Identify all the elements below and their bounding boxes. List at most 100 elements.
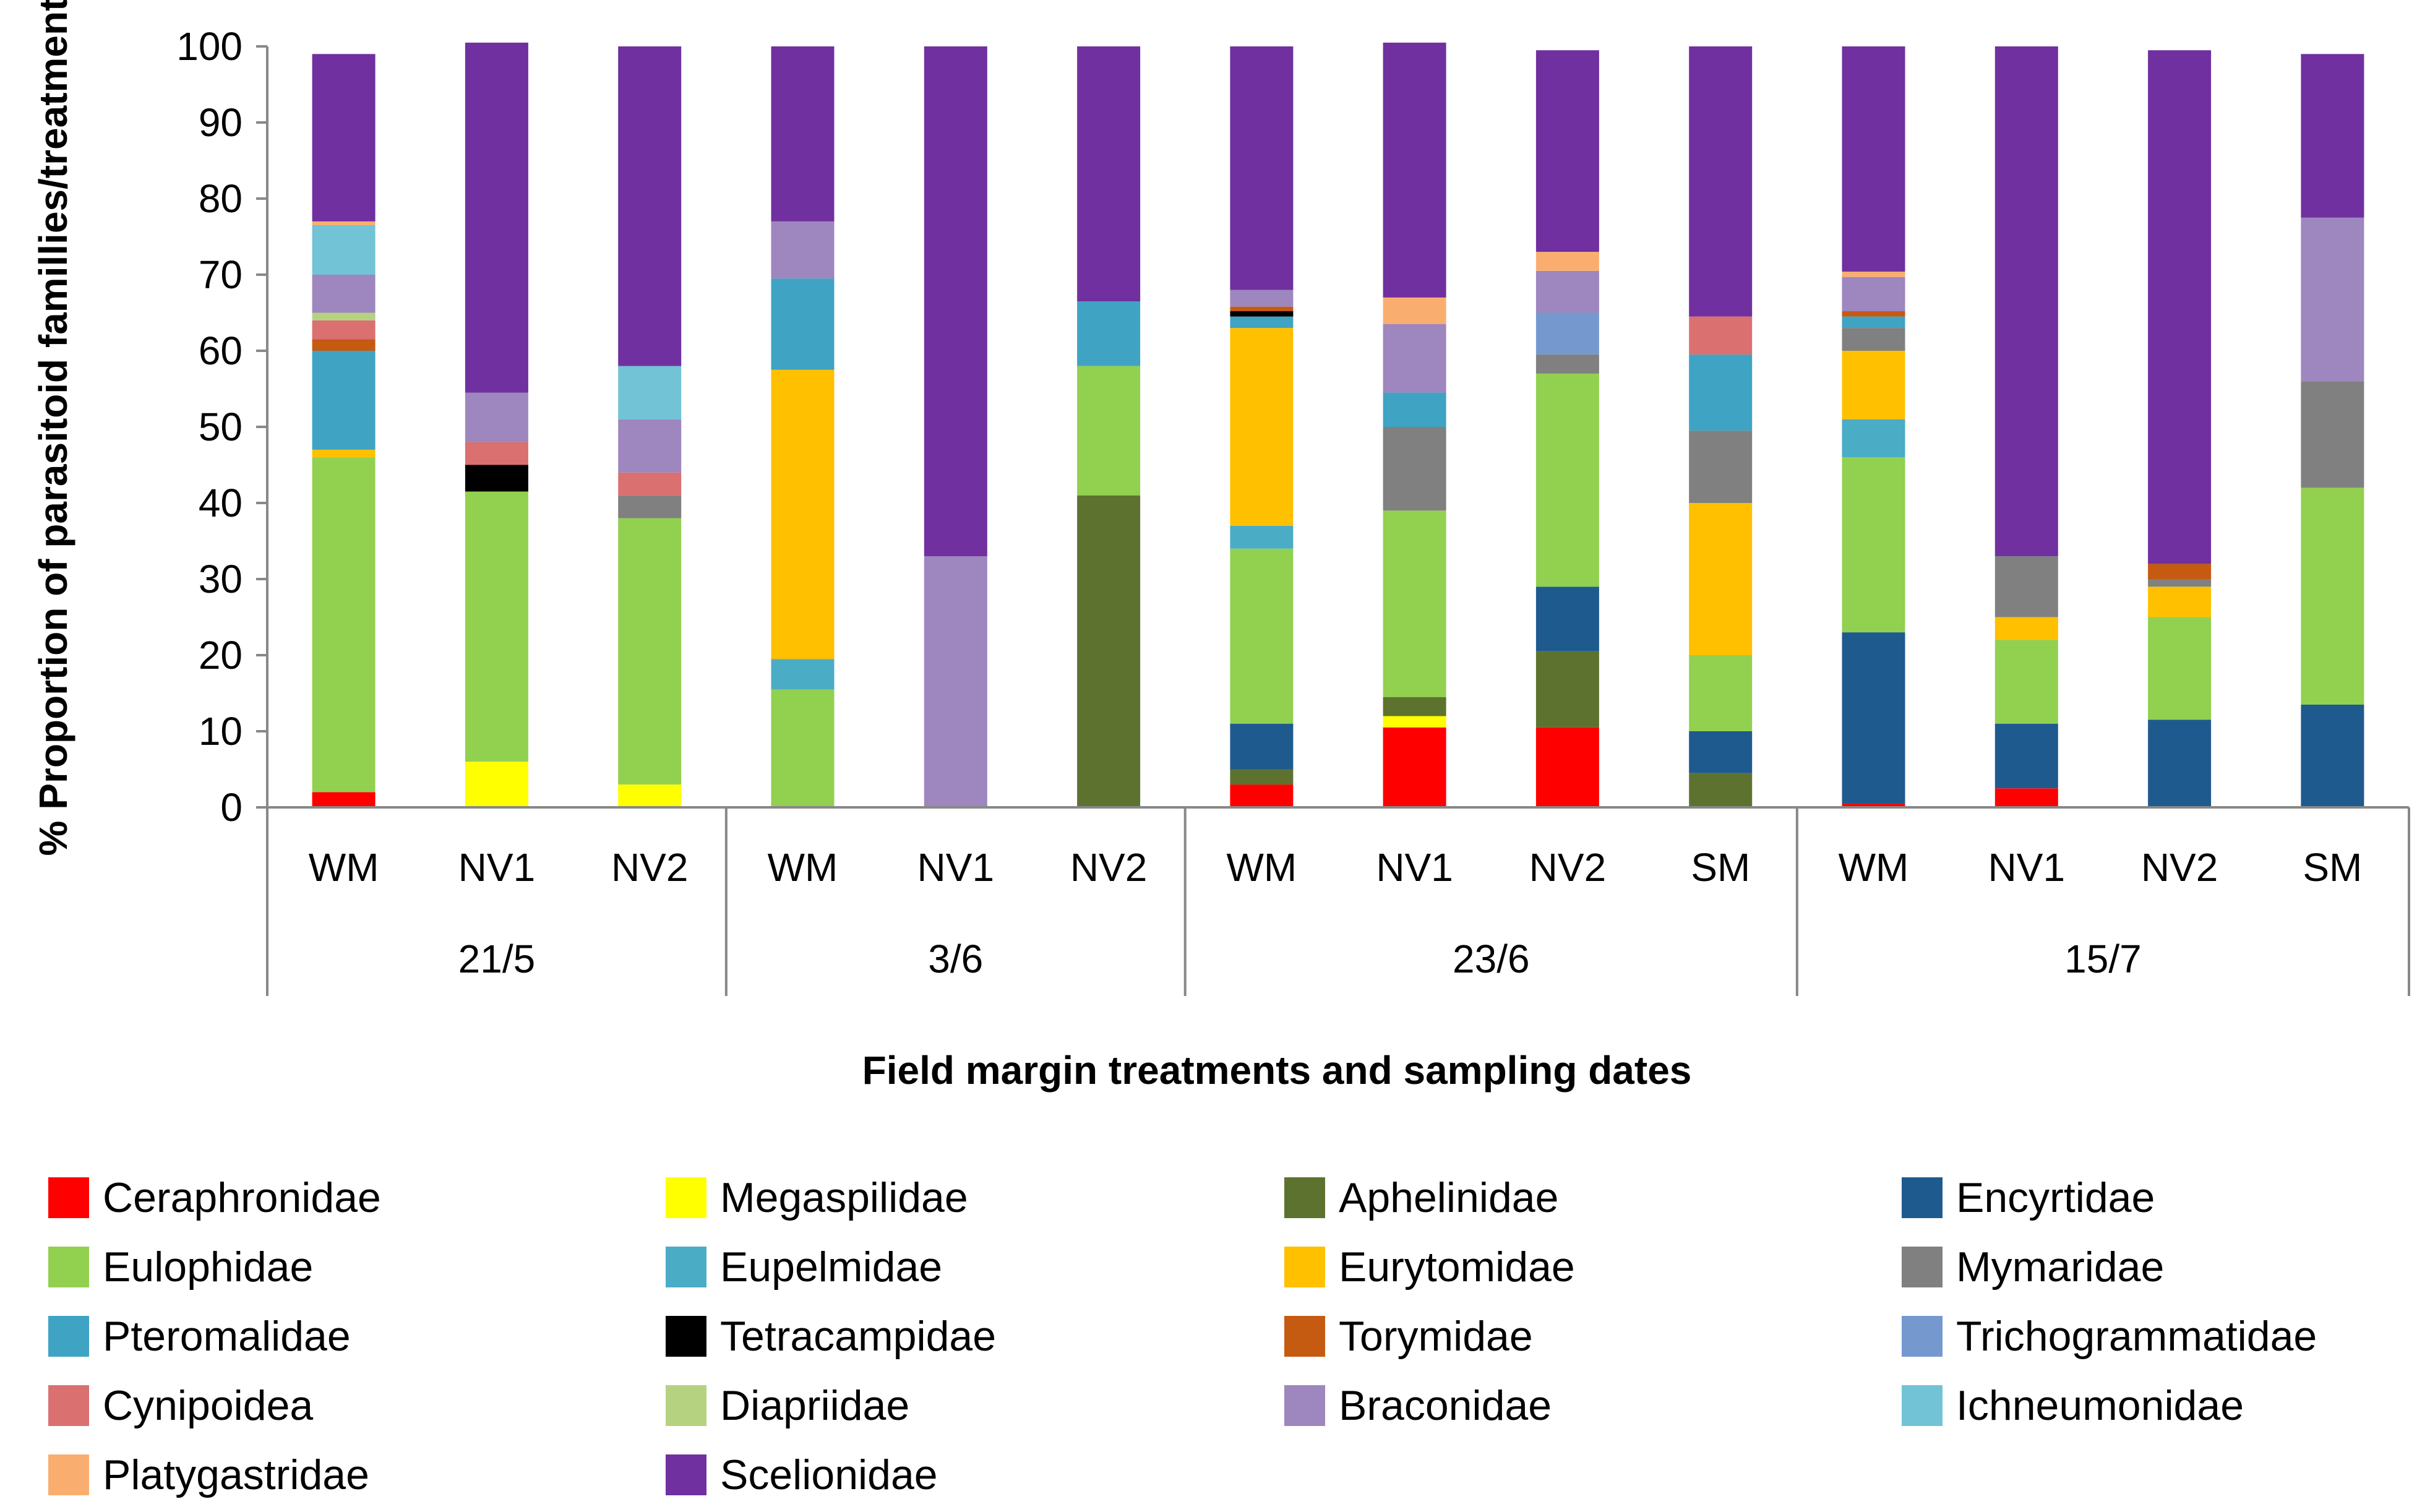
- bar-segment-braconidae: [1230, 290, 1294, 307]
- bar-segment-eurytomidae: [1230, 328, 1294, 526]
- bar-segment-scelionidae: [618, 46, 682, 366]
- bar-segment-braconidae: [312, 275, 376, 313]
- bar-segment-eulophidae: [1383, 510, 1446, 697]
- bar-segment-aphelinidae: [1230, 769, 1294, 785]
- legend-item: Megaspilidae: [666, 1174, 968, 1221]
- legend-swatch: [1902, 1316, 1943, 1357]
- legend-swatch: [666, 1177, 706, 1218]
- bars-layer: [312, 42, 2364, 808]
- legend-item: Braconidae: [1284, 1382, 1552, 1429]
- legend-item: Mymaridae: [1902, 1244, 2164, 1291]
- legend-label: Mymaridae: [1956, 1244, 2164, 1291]
- legend-swatch: [48, 1316, 89, 1357]
- bar-segment-braconidae: [924, 556, 987, 807]
- legend: Ceraphronidae Megaspilidae Aphelinidae Ency…: [48, 1174, 2317, 1498]
- x-tick-label: SM: [1691, 845, 1750, 890]
- bar-segment-tetracampidae: [1230, 311, 1294, 317]
- bar-segment-ceraphronidae: [1842, 803, 1905, 807]
- bar-segment-scelionidae: [924, 46, 987, 557]
- bar-segment-scelionidae: [1535, 50, 1599, 252]
- legend-item: Pteromalidae: [48, 1313, 351, 1360]
- y-axis-label: % Proportion of parasitoid famillies/tre…: [31, 0, 75, 856]
- bar-segment-pteromalidae: [312, 351, 376, 450]
- bar-segment-eupelmidae: [771, 659, 835, 690]
- bar-segment-eulophidae: [465, 491, 528, 762]
- bar-stack-12: [1994, 46, 2058, 808]
- bar-segment-scelionidae: [2148, 50, 2212, 564]
- bar-segment-eulophidae: [1689, 655, 1753, 731]
- bar-segment-eulophidae: [2301, 488, 2364, 705]
- x-tick-label: WM: [768, 845, 838, 890]
- legend-item: Eupelmidae: [666, 1244, 942, 1291]
- bar-segment-eulophidae: [771, 689, 835, 807]
- bar-stack-13: [2148, 50, 2212, 807]
- x-tick-label: SM: [2303, 845, 2362, 890]
- bar-stack-14: [2301, 54, 2364, 807]
- legend-label: Aphelinidae: [1339, 1174, 1558, 1221]
- bar-segment-eulophidae: [618, 518, 682, 785]
- bar-segment-aphelinidae: [1689, 773, 1753, 807]
- bar-segment-eulophidae: [1230, 548, 1294, 724]
- x-tick-label: WM: [1839, 845, 1909, 890]
- y-tick-label: 90: [199, 100, 243, 145]
- bar-segment-pteromalidae: [1383, 392, 1446, 427]
- legend-swatch: [48, 1177, 89, 1218]
- bar-segment-eulophidae: [312, 457, 376, 793]
- bar-segment-torymidae: [1230, 306, 1294, 312]
- legend-item: Cynipoidea: [48, 1382, 313, 1429]
- y-tick-label: 0: [220, 785, 243, 830]
- bar-stack-8: [1383, 42, 1446, 807]
- bar-segment-mymaridae: [1842, 328, 1905, 351]
- x-axis-label: Field margin treatments and sampling dat…: [862, 1048, 1692, 1093]
- x-tick-label: NV2: [611, 845, 689, 890]
- legend-label: Ceraphronidae: [103, 1174, 381, 1221]
- bar-segment-pteromalidae: [1077, 301, 1141, 366]
- legend-swatch: [48, 1247, 89, 1287]
- legend-label: Megaspilidae: [720, 1174, 968, 1221]
- bar-segment-encyrtidae: [1994, 723, 2058, 789]
- bar-segment-cynipoidea: [1689, 316, 1753, 355]
- legend-item: Encyrtidae: [1902, 1174, 2155, 1221]
- legend-label: Eurytomidae: [1339, 1244, 1575, 1291]
- bar-segment-encyrtidae: [2301, 705, 2364, 807]
- bar-segment-mymaridae: [1689, 431, 1753, 503]
- bar-stack-4: [771, 46, 835, 807]
- legend-label: Pteromalidae: [103, 1313, 351, 1360]
- y-tick-layer: 0 10 20 30 40 50 60 70 80 90 100: [176, 24, 267, 830]
- bar-segment-mymaridae: [618, 495, 682, 518]
- bar-segment-braconidae: [2301, 217, 2364, 382]
- legend-label: Platygastridae: [103, 1451, 369, 1498]
- legend-label: Eulophidae: [103, 1244, 313, 1291]
- bar-segment-ceraphronidae: [312, 792, 376, 807]
- bar-segment-scelionidae: [1994, 46, 2058, 557]
- legend-item: Torymidae: [1284, 1313, 1533, 1360]
- legend-label: Scelionidae: [720, 1451, 938, 1498]
- bar-stack-3: [618, 46, 682, 807]
- x-tick-label: NV1: [1988, 845, 2066, 890]
- y-tick-label: 40: [199, 481, 243, 525]
- legend-item: Platygastridae: [48, 1451, 369, 1498]
- legend-swatch: [666, 1385, 706, 1426]
- bar-segment-mymaridae: [1994, 556, 2058, 617]
- legend-swatch: [666, 1247, 706, 1287]
- bar-segment-eurytomidae: [2148, 586, 2212, 617]
- y-tick-label: 80: [199, 176, 243, 221]
- x-tick-label: NV2: [2141, 845, 2218, 890]
- legend-label: Trichogrammatidae: [1956, 1313, 2317, 1360]
- x-tick-label: NV2: [1070, 845, 1148, 890]
- legend-label: Tetracampidae: [720, 1313, 996, 1360]
- legend-swatch: [1902, 1247, 1943, 1287]
- bar-segment-pteromalidae: [1230, 316, 1294, 329]
- bar-segment-eulophidae: [1994, 640, 2058, 724]
- bar-segment-eurytomidae: [1842, 351, 1905, 419]
- bar-stack-11: [1842, 46, 1905, 807]
- bar-segment-ichneumonidae: [618, 366, 682, 419]
- bar-segment-torymidae: [312, 339, 376, 351]
- bar-segment-scelionidae: [1077, 46, 1141, 301]
- legend-item: Ichneumonidae: [1902, 1382, 2244, 1429]
- legend-item: Eulophidae: [48, 1244, 313, 1291]
- legend-item: Ceraphronidae: [48, 1174, 381, 1221]
- group-label: 15/7: [2064, 937, 2142, 981]
- bar-segment-scelionidae: [465, 42, 528, 393]
